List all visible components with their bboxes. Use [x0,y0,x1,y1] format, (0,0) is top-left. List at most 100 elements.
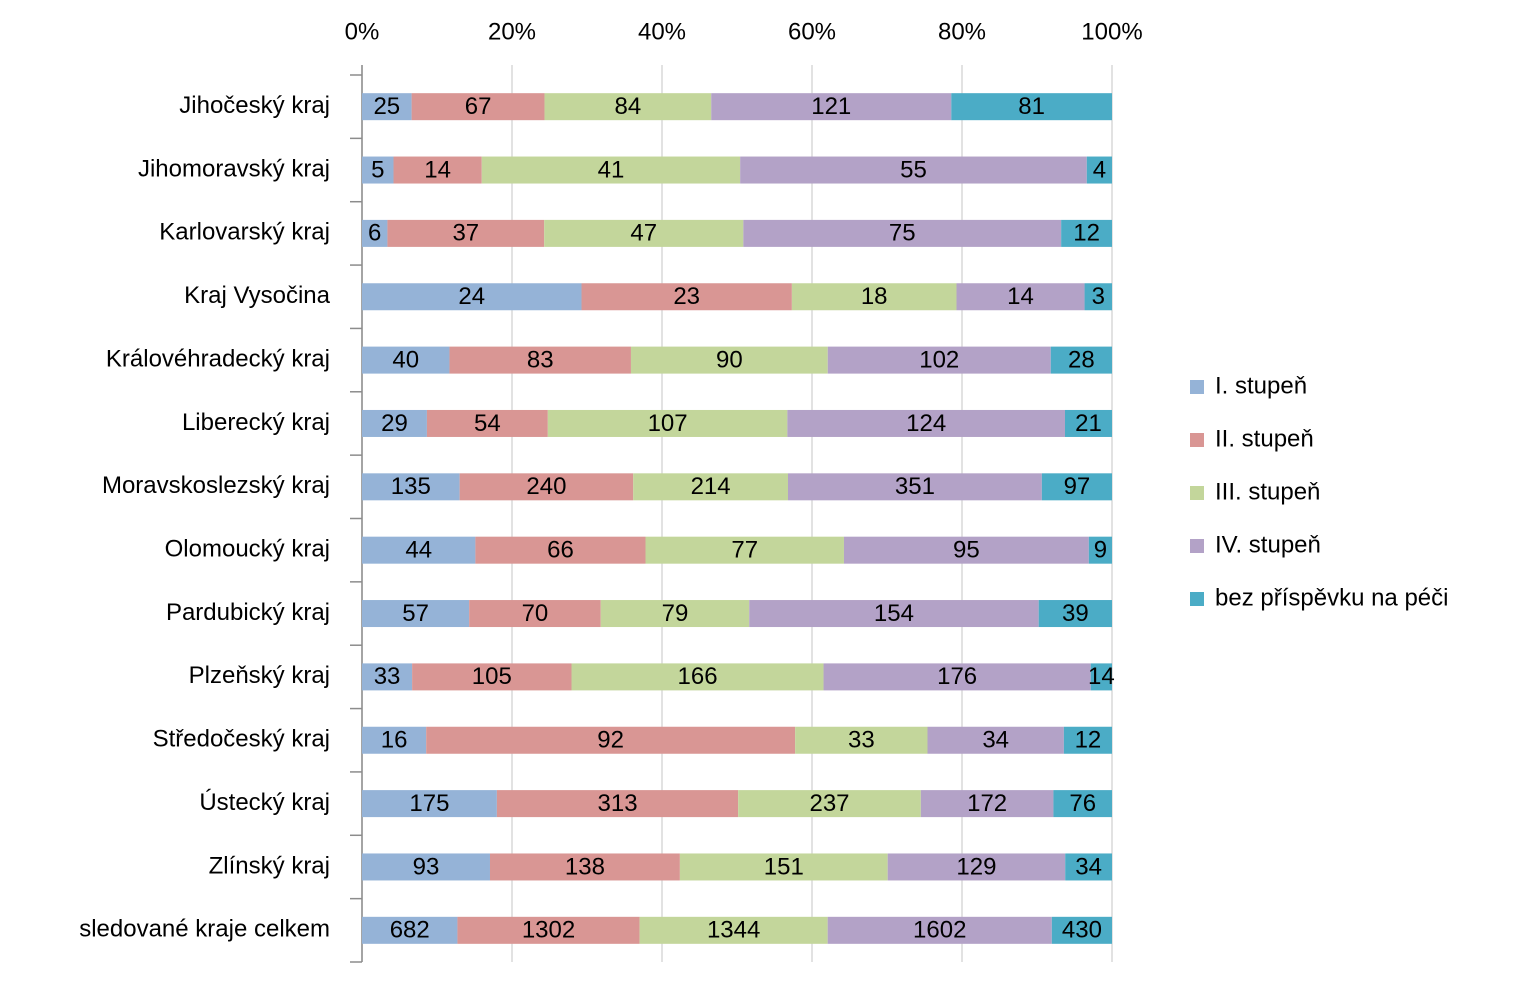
bar-segment [362,346,450,374]
data-label: 176 [937,663,977,690]
bar-segment [920,790,1054,818]
data-label: 70 [522,600,549,627]
data-label: 97 [1064,473,1091,500]
y-tick-label: Ústecký kraj [199,789,330,816]
bar-segment [362,726,427,754]
bar-segment [362,663,413,691]
data-label: 172 [967,790,1007,817]
data-label: 430 [1062,917,1102,944]
data-label: 23 [673,283,700,310]
bar-segment [362,916,458,944]
bar-segment [630,346,828,374]
bar-segment [457,916,640,944]
bar-segment [787,409,1065,437]
data-label: 44 [405,537,432,564]
data-label: 40 [392,346,419,373]
bar-segment [571,663,824,691]
bar-segment [412,663,572,691]
legend-label: III. stupeň [1215,478,1320,505]
x-tick-label: 60% [788,18,836,45]
data-label: 151 [764,853,804,880]
bar-segment [481,156,741,184]
data-label: 92 [597,727,624,754]
bar-segment [581,283,792,311]
bar-segment [956,283,1085,311]
bar-segment [645,536,844,564]
x-tick-label: 20% [488,18,536,45]
x-tick-label: 0% [345,18,380,45]
bar-segment [475,536,646,564]
bar-segment [362,473,460,501]
data-label: 16 [381,727,408,754]
data-label: 135 [391,473,431,500]
legend-swatch [1190,433,1204,447]
bar-segment [795,726,928,754]
data-label: 12 [1073,220,1100,247]
bar-segment [362,156,394,184]
bar-segment [738,790,921,818]
bar-segment [679,853,888,881]
y-tick-label: sledované kraje celkem [79,916,330,943]
data-label: 121 [811,93,851,120]
data-label: 102 [919,346,959,373]
bar-segment [544,219,744,247]
bar-segment [639,916,828,944]
data-label: 9 [1094,537,1107,564]
bar-segment [740,156,1087,184]
legend-swatch [1190,539,1204,553]
y-tick-label: Olomoucký kraj [165,536,330,563]
bar-segment [1088,536,1112,564]
data-label: 107 [648,410,688,437]
data-label: 34 [982,727,1009,754]
data-label: 54 [474,410,501,437]
data-label: 313 [598,790,638,817]
data-label: 166 [678,663,718,690]
data-label: 214 [691,473,731,500]
bar-segment [1084,283,1112,311]
data-label: 1602 [913,917,966,944]
legend-swatch [1190,380,1204,394]
y-tick-label: Zlínský kraj [209,852,330,879]
data-label: 12 [1075,727,1102,754]
bar-segment [411,93,545,121]
bar-segment [1090,663,1112,691]
bar-segment [887,853,1066,881]
bar-segment [362,283,582,311]
data-label: 138 [565,853,605,880]
data-label: 95 [953,537,980,564]
data-label: 4 [1093,156,1106,183]
bar-segment [544,93,712,121]
bar-segment [711,93,952,121]
data-label: 75 [889,220,916,247]
legend-label: I. stupeň [1215,372,1307,399]
bar-segment [600,600,750,628]
data-label: 682 [390,917,430,944]
data-label: 67 [465,93,492,120]
data-label: 77 [731,537,758,564]
data-label: 76 [1069,790,1096,817]
bar-segment [827,346,1051,374]
legend-label: II. stupeň [1215,425,1314,452]
x-tick-label: 40% [638,18,686,45]
legend-label: bez příspěvku na péči [1215,584,1448,611]
bar-segment [1050,346,1112,374]
data-label: 33 [374,663,401,690]
bar-segment [387,219,545,247]
bar-segment [843,536,1089,564]
bar-segment [496,790,739,818]
bar-segment [362,600,470,628]
data-label: 14 [1088,663,1115,690]
bar-segment [927,726,1064,754]
data-label: 25 [373,93,400,120]
data-label: 24 [458,283,485,310]
x-tick-label: 80% [938,18,986,45]
data-label: 5 [371,156,384,183]
data-label: 28 [1068,346,1095,373]
y-tick-label: Středočeský kraj [153,726,330,753]
bar-segment [362,853,490,881]
data-label: 84 [615,93,642,120]
bar-segment [469,600,601,628]
bar-segment [1038,600,1112,628]
bar-segment [1051,916,1112,944]
